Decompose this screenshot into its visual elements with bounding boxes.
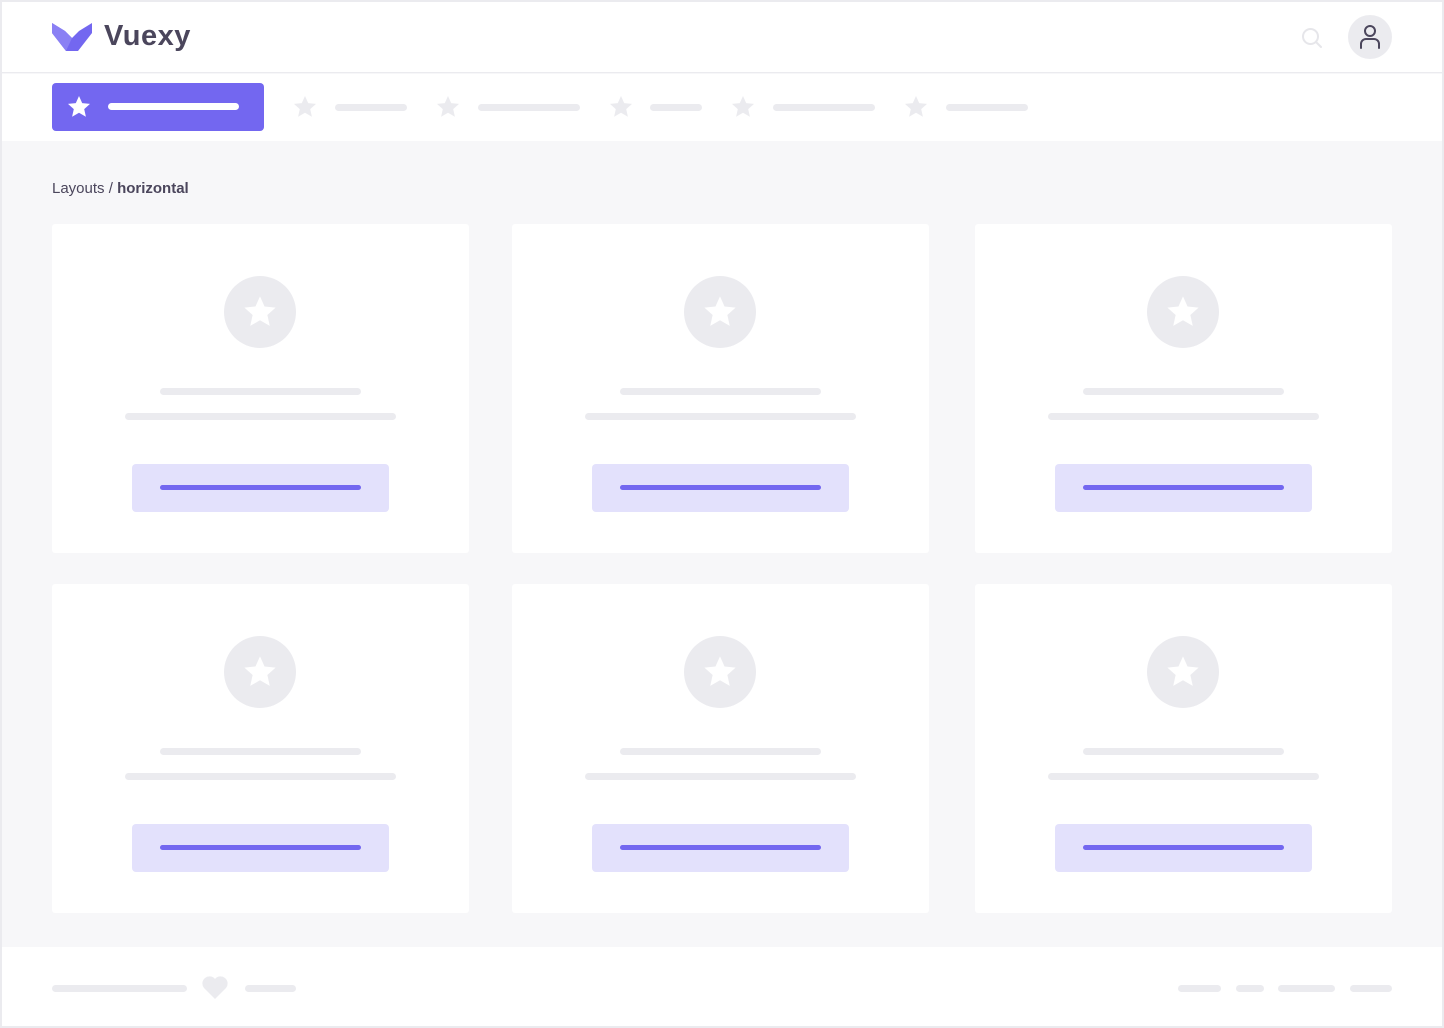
footer-text-placeholder <box>245 985 296 992</box>
nav-label-placeholder <box>946 104 1028 111</box>
card-button[interactable] <box>132 824 389 872</box>
user-icon <box>1360 25 1380 49</box>
card-button-label-placeholder <box>620 485 821 490</box>
card-avatar <box>224 276 296 348</box>
card-text-placeholder <box>1048 773 1319 780</box>
breadcrumb-current: horizontal <box>117 180 189 197</box>
card-title-placeholder <box>620 748 821 755</box>
card-button[interactable] <box>1055 824 1312 872</box>
card <box>512 584 929 913</box>
card-button-label-placeholder <box>160 485 361 490</box>
breadcrumb-separator: / <box>104 180 118 197</box>
nav-label-placeholder <box>478 104 580 111</box>
card-button[interactable] <box>592 824 849 872</box>
star-icon <box>905 96 927 117</box>
card-avatar <box>224 636 296 708</box>
logo-icon <box>52 23 92 51</box>
card-text-placeholder <box>125 413 396 420</box>
star-icon <box>610 96 632 117</box>
star-icon <box>244 296 276 326</box>
search-icon[interactable] <box>1301 27 1323 49</box>
card <box>512 224 929 553</box>
card <box>975 224 1392 553</box>
nav-label-placeholder <box>335 104 407 111</box>
card <box>52 584 469 913</box>
nav-label-placeholder <box>773 104 875 111</box>
footer-link[interactable] <box>1236 985 1264 992</box>
footer-link[interactable] <box>1350 985 1392 992</box>
star-icon <box>704 296 736 326</box>
card-avatar <box>684 276 756 348</box>
star-icon <box>437 96 459 117</box>
card-button-label-placeholder <box>1083 485 1284 490</box>
breadcrumb-parent[interactable]: Layouts <box>52 180 105 197</box>
star-icon <box>1167 656 1199 686</box>
footer <box>2 947 1442 1026</box>
brand-name: Vuexy <box>104 20 191 52</box>
card-title-placeholder <box>160 748 361 755</box>
avatar[interactable] <box>1348 15 1392 59</box>
card-title-placeholder <box>620 388 821 395</box>
card-text-placeholder <box>125 773 396 780</box>
card-title-placeholder <box>160 388 361 395</box>
star-icon <box>68 96 90 117</box>
card-button[interactable] <box>1055 464 1312 512</box>
nav-item-active[interactable] <box>52 83 264 131</box>
card-text-placeholder <box>585 773 856 780</box>
footer-link[interactable] <box>1278 985 1335 992</box>
header <box>2 2 1442 73</box>
star-icon <box>294 96 316 117</box>
card-button[interactable] <box>132 464 389 512</box>
star-icon <box>1167 296 1199 326</box>
card-button-label-placeholder <box>1083 845 1284 850</box>
card-button-label-placeholder <box>620 845 821 850</box>
card-avatar <box>1147 276 1219 348</box>
breadcrumb: Layouts / horizontal <box>52 180 189 197</box>
star-icon <box>244 656 276 686</box>
footer-text-placeholder <box>52 985 187 992</box>
card <box>52 224 469 553</box>
star-icon <box>704 656 736 686</box>
card-avatar <box>1147 636 1219 708</box>
card-text-placeholder <box>1048 413 1319 420</box>
card-text-placeholder <box>585 413 856 420</box>
star-icon <box>732 96 754 117</box>
nav-label-placeholder <box>108 103 239 110</box>
card <box>975 584 1392 913</box>
card-button-label-placeholder <box>160 845 361 850</box>
card-button[interactable] <box>592 464 849 512</box>
card-title-placeholder <box>1083 748 1284 755</box>
card-avatar <box>684 636 756 708</box>
card-title-placeholder <box>1083 388 1284 395</box>
heart-icon <box>202 976 228 999</box>
nav-label-placeholder <box>650 104 702 111</box>
footer-link[interactable] <box>1178 985 1221 992</box>
